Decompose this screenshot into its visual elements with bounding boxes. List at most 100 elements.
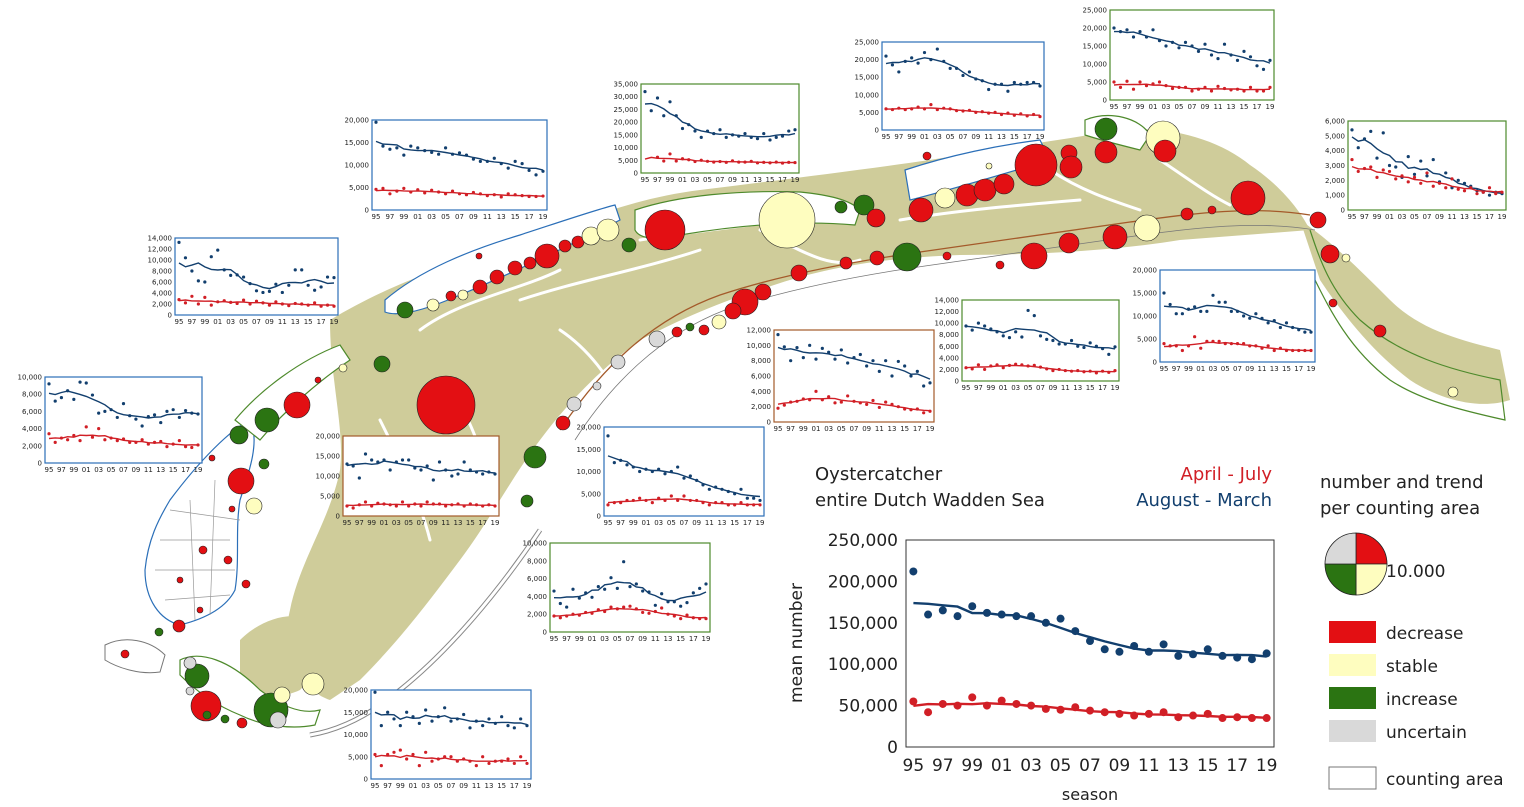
mini-chart-frame [371,119,548,211]
area-bubble-decrease [1102,224,1128,250]
area-bubble-decrease [790,264,808,282]
east-coast [1309,229,1506,421]
main-point [1027,612,1036,621]
mini-point-summer [922,411,926,415]
mini-x-tick: 05 [441,213,450,221]
mini-point-winter [436,715,440,719]
mini-point-summer [1063,368,1067,373]
mini-point-summer [565,614,569,618]
mini-point-summer [701,501,705,505]
mini-x-tick: 11 [1448,213,1457,221]
mini-point-summer [1020,363,1024,367]
mini-point-winter [730,133,735,137]
mini-point-winter [525,724,529,728]
mini-point-summer [90,435,95,439]
mini-point-winter [1487,193,1492,197]
mini-point-winter [1112,26,1116,30]
mini-x-tick: 11 [472,782,481,790]
main-point [953,701,962,710]
mini-y-tick: 10,000 [747,342,772,350]
mini-point-summer [948,107,952,111]
mini-point-summer [485,194,489,198]
mini-point-winter [402,153,406,157]
mini-y-tick: 6,000 [152,279,172,287]
area-bubble-increase [520,494,534,508]
mini-point-winter [682,476,686,480]
mini-point-summer [47,432,51,436]
area-bubble-decrease [993,173,1015,195]
main-x-tick: 17 [1226,756,1248,776]
mini-point-winter [964,324,968,328]
mini-x-tick: 11 [1214,103,1223,111]
area-bubble-decrease [973,178,997,202]
mini-point-summer [115,439,119,443]
mini-point-summer [357,503,361,507]
area-bubble-decrease [995,260,1005,270]
mini-point-summer [916,105,920,109]
area-bubble-decrease [1094,140,1118,164]
mini-x-tick: 97 [1360,213,1369,221]
mini-point-winter [500,715,504,719]
mini-x-tick: 03 [1162,103,1171,111]
mini-point-summer [685,613,689,617]
main-point [938,606,947,615]
mini-point-summer [976,363,981,367]
mini-point-winter [712,131,716,136]
mini-point-summer [300,302,304,306]
mini-point-winter [519,717,523,721]
area-bubble-decrease [1328,298,1338,308]
mini-point-summer [1168,344,1172,348]
mini-point-summer [363,500,368,504]
mini-point-summer [457,192,462,196]
mini-point-winter [827,350,831,354]
mini-point-summer [450,189,455,193]
mini-point-summer [655,155,660,159]
title-block: Oystercatcher entire Dutch Wadden Sea Ap… [815,464,1272,511]
mini-point-summer [1431,184,1435,188]
mini-point-winter [691,591,695,595]
mini-x-tick: 07 [447,782,456,790]
main-point [1041,704,1050,713]
area-bubble-decrease [1309,211,1327,229]
mini-point-winter [739,487,743,491]
mini-point-summer [462,757,466,761]
main-point [1174,713,1183,722]
mini-point-winter [1100,347,1105,351]
mini-point-winter [395,146,399,150]
mini-point-winter [103,409,107,413]
mini-point-winter [737,134,741,138]
mini-point-summer [1444,186,1448,190]
mini-x-tick: 99 [69,466,78,474]
main-point [1189,711,1198,720]
mini-point-summer [1012,113,1016,117]
mini-point-summer [1242,89,1246,93]
mini-point-summer [177,298,181,302]
mini-y-tick: 5,000 [1137,336,1157,344]
mini-y-tick: 8,000 [751,357,771,365]
area-bubble-uncertain [648,330,666,348]
mini-point-summer [787,160,791,164]
mini-x-tick: 19 [756,519,765,527]
mini-point-winter [1113,345,1117,349]
mini-point-winter [66,389,70,393]
mini-point-winter [776,333,780,337]
mini-point-summer [631,498,635,503]
mini-chart-c2: 0 2,000 4,000 6,000 8,000 10,000 12,000 14,000 9… [148,235,339,326]
mini-point-winter [638,469,642,474]
mini-point-winter [1297,328,1301,332]
mini-point-winter [865,364,869,368]
mini-point-winter [942,59,946,63]
mini-point-summer [437,502,442,506]
mini-point-winter [1209,53,1214,57]
mini-point-winter [1205,309,1209,313]
area-bubble-decrease [120,649,130,659]
area-bubble-increase [254,407,280,433]
mini-x-tick: 09 [862,425,871,433]
mini-point-summer [419,504,423,508]
mini-trend-winter [1351,136,1503,194]
mini-point-winter [884,54,888,58]
area-bubble-increase [853,194,875,216]
mini-chart-frame [1159,269,1316,363]
mini-point-winter [714,485,718,489]
mini-point-summer [669,494,673,498]
